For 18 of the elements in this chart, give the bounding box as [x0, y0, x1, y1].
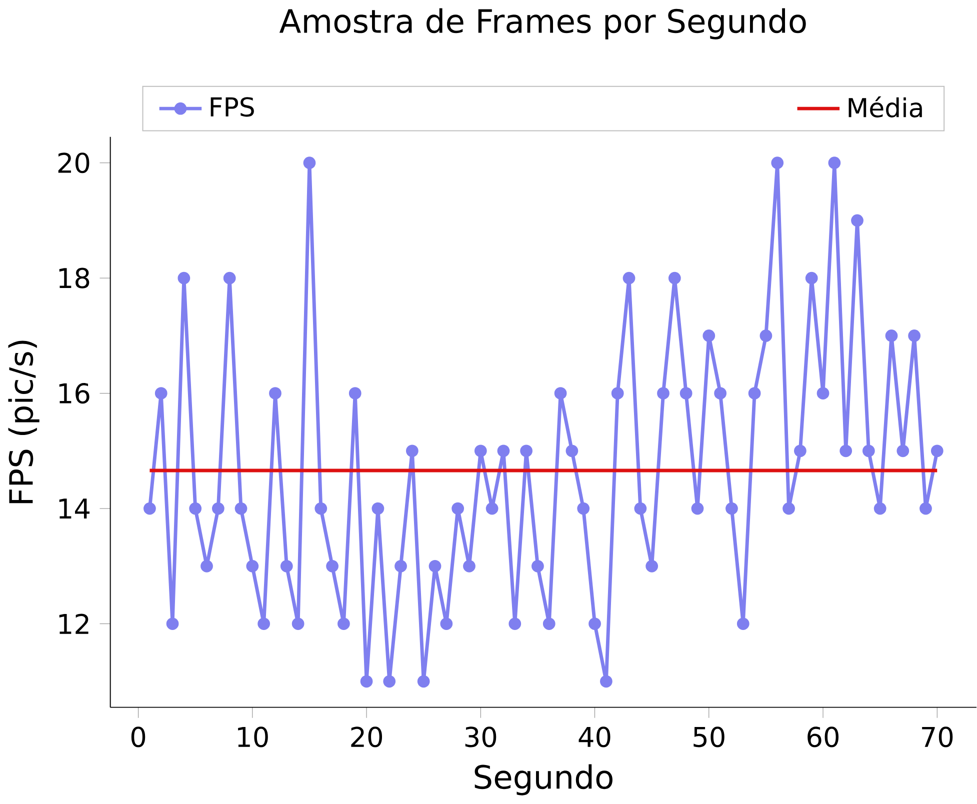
legend-label: Média — [848, 96, 922, 118]
y-tick-label: 12 — [59, 614, 88, 634]
legend-label: FPS — [210, 97, 254, 117]
y-tick-label: 20 — [58, 152, 90, 174]
x-axis-title: Segundo — [474, 764, 612, 796]
y-axis-title: FPS (pic/s) — [8, 340, 40, 504]
chart-title: Amostra de Frames por Segundo — [279, 8, 806, 40]
x-tick-label: 0 — [131, 726, 146, 748]
x-tick-label: 70 — [922, 726, 953, 748]
x-tick-label: 40 — [578, 726, 610, 748]
y-tick-label: 16 — [59, 383, 90, 404]
y-tick-label: 14 — [59, 498, 90, 519]
x-tick-label: 10 — [238, 726, 268, 748]
x-tick-label: 60 — [808, 726, 838, 748]
y-tick-label: 18 — [59, 268, 90, 289]
x-tick-label: 30 — [465, 726, 496, 748]
x-tick-label: 20 — [351, 726, 382, 748]
x-tick-label: 50 — [694, 726, 724, 748]
